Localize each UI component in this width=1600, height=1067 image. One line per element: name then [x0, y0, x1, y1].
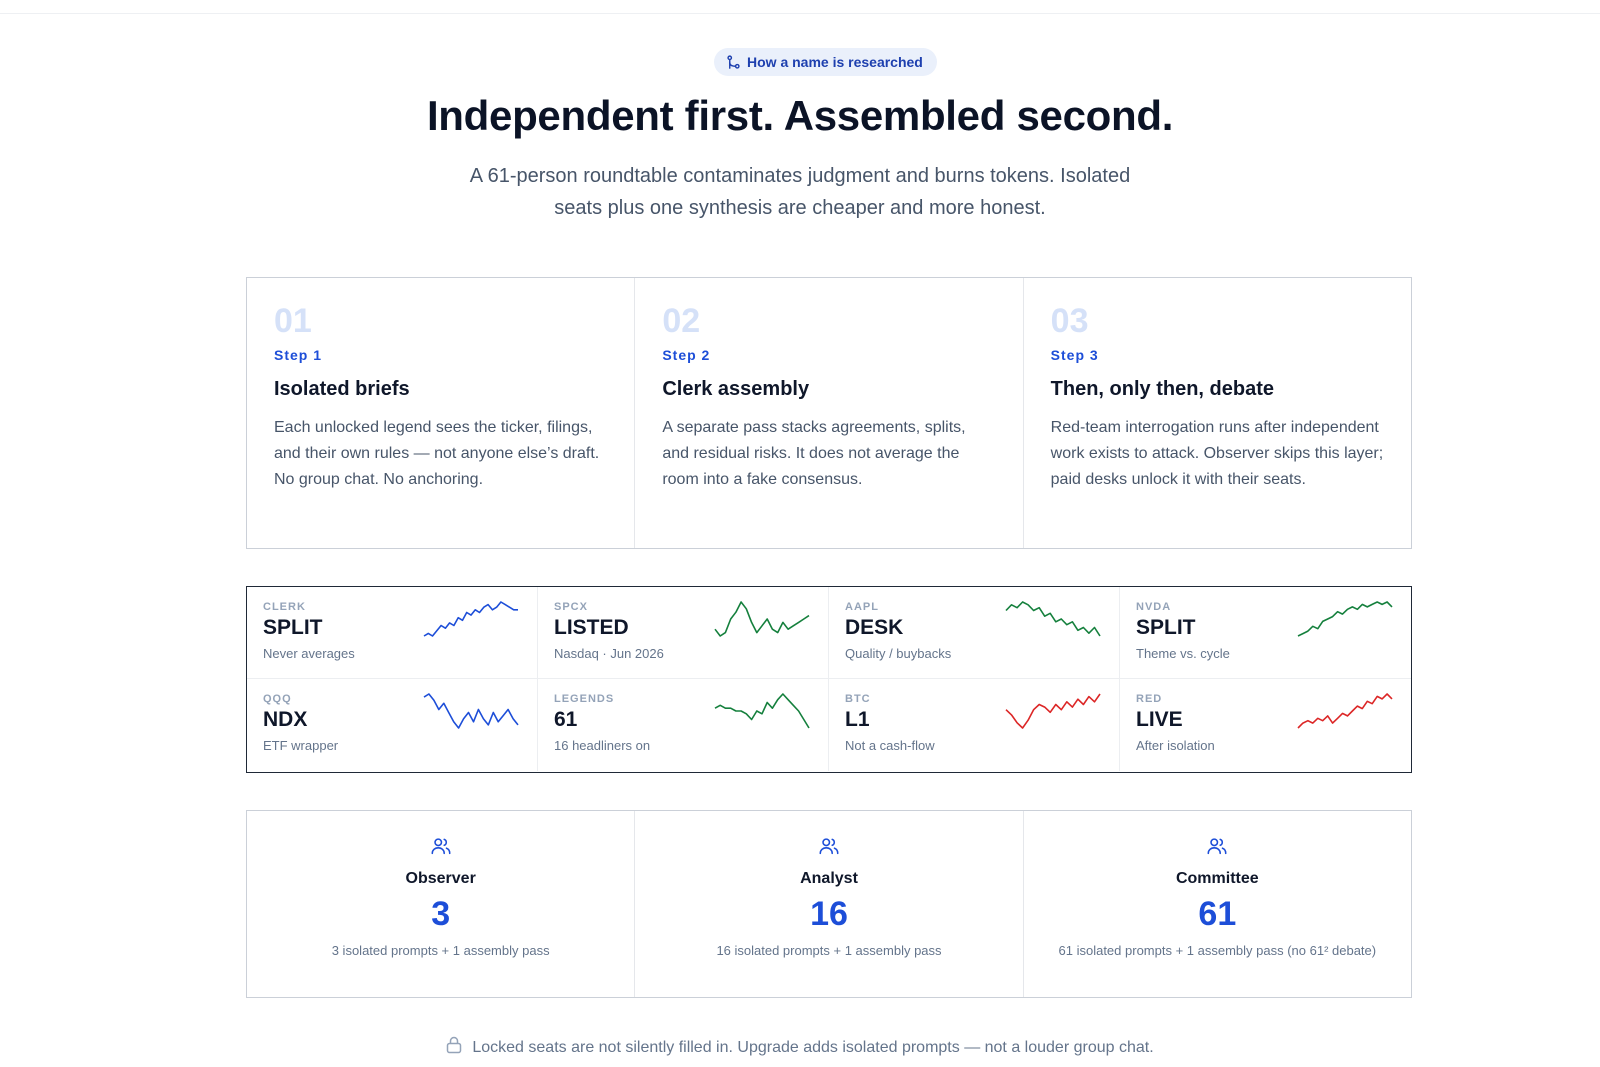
sparkline — [1005, 601, 1101, 637]
ticker-note: Never averages — [263, 646, 355, 661]
sparkline — [1297, 693, 1393, 729]
ticker-tile: AAPL DESK Quality / buybacks — [829, 587, 1120, 679]
users-icon — [430, 835, 452, 862]
step-number: 01 — [274, 302, 312, 340]
users-icon — [818, 835, 840, 862]
footnote-text: Locked seats are not silently filled in.… — [472, 1038, 1154, 1056]
ticker-note: Theme vs. cycle — [1136, 646, 1230, 661]
ticker-value: 61 — [554, 708, 578, 731]
step-label: Step 3 — [1050, 347, 1099, 363]
sparkline-path — [1005, 601, 1101, 637]
ticker-symbol: BTC — [845, 693, 871, 705]
lock-icon — [446, 1036, 462, 1059]
ticker-symbol: LEGENDS — [554, 693, 615, 705]
ticker-value: SPLIT — [1136, 616, 1196, 639]
seat-tier: Observer 3 3 isolated prompts + 1 assemb… — [247, 811, 636, 997]
seat-name: Committee — [1175, 870, 1259, 887]
sparkline — [714, 601, 810, 637]
seat-description: 16 isolated prompts + 1 assembly pass — [716, 943, 942, 958]
step-description: A separate pass stacks agreements, split… — [662, 419, 966, 488]
step-label: Step 2 — [662, 347, 711, 363]
ticker-value: L1 — [845, 708, 870, 731]
ticker-symbol: RED — [1136, 693, 1163, 705]
ticker-value: SPLIT — [263, 616, 323, 639]
ticker-note: ETF wrapper — [263, 738, 339, 753]
sparkline — [1005, 693, 1101, 729]
step-card: 01 Step 1 Isolated briefs Each unlocked … — [247, 278, 636, 548]
sparkline-path — [1297, 601, 1393, 637]
sparkline-path — [714, 601, 810, 637]
ticker-value: DESK — [845, 616, 904, 639]
sparkline-path — [423, 693, 519, 729]
step-number: 03 — [1050, 302, 1089, 340]
ticker-tile: SPCX LISTED Nasdaq · Jun 2026 — [538, 587, 829, 679]
ticker-note: After isolation — [1136, 738, 1215, 753]
ticker-value: NDX — [263, 708, 308, 731]
ticker-note: Not a cash-flow — [845, 738, 935, 753]
sparkline-path — [714, 693, 810, 729]
step-title: Isolated briefs — [274, 378, 410, 400]
ticker-tile: CLERK SPLIT Never averages — [247, 587, 538, 679]
ticker-symbol: SPCX — [554, 601, 588, 613]
step-title: Then, only then, debate — [1050, 378, 1275, 400]
ticker-tile: QQQ NDX ETF wrapper — [247, 679, 538, 771]
seat-tiers-panel: Observer 3 3 isolated prompts + 1 assemb… — [246, 810, 1412, 998]
footnote: Locked seats are not silently filled in.… — [0, 1036, 1600, 1059]
badge-label: How a name is researched — [747, 54, 923, 70]
sparkline — [423, 601, 518, 637]
seat-description: 61 isolated prompts + 1 assembly pass (n… — [1058, 943, 1377, 958]
step-description: Red-team interrogation runs after indepe… — [1050, 419, 1384, 488]
ticker-note: 16 headliners on — [554, 738, 651, 753]
sparkline-path — [1297, 693, 1393, 729]
step-number: 02 — [662, 302, 701, 340]
ticker-tile: LEGENDS 61 16 headliners on — [538, 679, 829, 771]
page-subtitle: A 61-person roundtable contaminates judg… — [469, 165, 1131, 219]
step-title: Clerk assembly — [662, 378, 810, 400]
users-icon — [1206, 835, 1228, 862]
ticker-note: Nasdaq · Jun 2026 — [554, 646, 664, 661]
page-title: Independent first. Assembled second. — [426, 92, 1174, 139]
steps-panel: 01 Step 1 Isolated briefs Each unlocked … — [246, 277, 1412, 549]
seat-name: Observer — [405, 870, 476, 887]
step-description: Each unlocked legend sees the ticker, fi… — [274, 419, 600, 488]
sparkline — [423, 693, 519, 729]
seat-description: 3 isolated prompts + 1 assembly pass — [331, 943, 550, 958]
seat-count: 61 — [1198, 895, 1237, 933]
ticker-tile: BTC L1 Not a cash-flow — [829, 679, 1120, 771]
ticker-symbol: NVDA — [1136, 601, 1172, 613]
step-card: 03 Step 3 Then, only then, debate Red-te… — [1024, 278, 1411, 548]
section-badge: How a name is researched — [714, 48, 937, 76]
ticker-grid: CLERK SPLIT Never averages SPCX LISTED N… — [246, 586, 1412, 773]
step-card: 02 Step 2 Clerk assembly A separate pass… — [635, 278, 1024, 548]
seat-count: 16 — [810, 895, 848, 933]
sparkline-path — [423, 601, 518, 637]
sparkline-path — [1005, 693, 1101, 729]
step-label: Step 1 — [274, 347, 323, 363]
seat-tier: Analyst 16 16 isolated prompts + 1 assem… — [635, 811, 1024, 997]
seat-count: 3 — [431, 895, 451, 933]
seat-name: Analyst — [800, 870, 858, 887]
ticker-tile: NVDA SPLIT Theme vs. cycle — [1120, 587, 1411, 679]
git-branch-icon — [726, 54, 741, 70]
sparkline — [1297, 601, 1393, 637]
ticker-tile: RED LIVE After isolation — [1120, 679, 1411, 771]
ticker-symbol: QQQ — [263, 693, 292, 705]
ticker-symbol: CLERK — [263, 601, 306, 613]
top-divider — [0, 13, 1600, 14]
ticker-value: LISTED — [554, 616, 629, 639]
seat-tier: Committee 61 61 isolated prompts + 1 ass… — [1024, 811, 1411, 997]
ticker-value: LIVE — [1136, 708, 1183, 731]
ticker-symbol: AAPL — [845, 601, 879, 613]
ticker-note: Quality / buybacks — [845, 646, 952, 661]
sparkline — [714, 693, 810, 729]
